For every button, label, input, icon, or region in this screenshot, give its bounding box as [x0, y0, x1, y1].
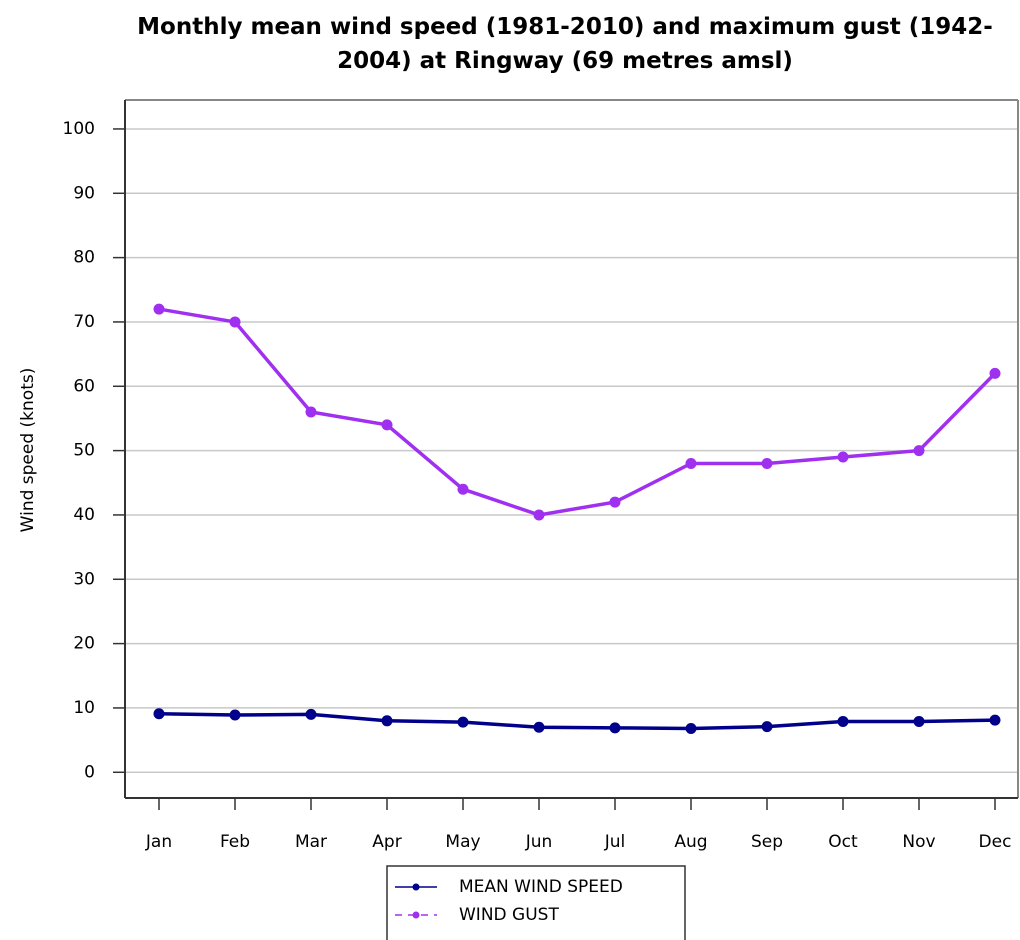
y-tick-label: 50: [73, 441, 95, 461]
legend-label: MEAN WIND SPEED: [459, 877, 623, 897]
y-tick-label: 100: [63, 119, 95, 139]
y-tick-label: 80: [73, 248, 95, 268]
data-point: [685, 723, 697, 735]
y-tick-label: 0: [84, 762, 95, 782]
x-tick-label: Apr: [372, 832, 401, 852]
y-tick-label: 20: [73, 634, 95, 654]
series-line: [158, 711, 996, 731]
data-point: [761, 721, 773, 733]
x-tick-label: Sep: [751, 832, 783, 852]
data-point: [305, 708, 317, 720]
data-point: [989, 714, 1001, 726]
y-tick-label: 10: [73, 698, 95, 718]
data-point: [761, 457, 773, 469]
chart-title: Monthly mean wind speed (1981-2010) and …: [137, 14, 993, 74]
y-axis-label: Wind speed (knots): [18, 368, 38, 533]
series-line: [158, 307, 997, 517]
legend-marker: [412, 911, 420, 919]
y-tick-label: 90: [73, 183, 95, 203]
legend-marker: [412, 883, 420, 891]
y-tick-label: 60: [73, 376, 95, 396]
x-tick-label: Feb: [220, 832, 250, 852]
data-point: [533, 509, 545, 521]
data-point: [153, 303, 165, 315]
y-tick-label: 70: [73, 312, 95, 332]
data-point: [989, 367, 1001, 379]
data-point: [153, 708, 165, 720]
x-tick-label: May: [445, 832, 480, 852]
data-point: [533, 721, 545, 733]
data-point: [913, 445, 925, 457]
data-point: [229, 709, 241, 721]
data-point: [837, 451, 849, 463]
data-point: [837, 715, 849, 727]
data-point: [457, 483, 469, 495]
x-tick-label: Mar: [295, 832, 327, 852]
data-point: [381, 715, 393, 727]
y-tick-label: 30: [73, 569, 95, 589]
legend-box: [386, 865, 686, 940]
data-point: [685, 457, 697, 469]
x-tick-label: Jun: [525, 832, 553, 852]
legend-label: WIND GUST: [459, 905, 559, 925]
data-point: [457, 716, 469, 728]
data-point: [913, 715, 925, 727]
data-point: [229, 316, 241, 328]
x-tick-label: Jan: [145, 832, 172, 852]
x-tick-label: Nov: [902, 832, 935, 852]
x-tick-label: Aug: [674, 832, 707, 852]
data-point: [305, 406, 317, 418]
data-point: [381, 419, 393, 431]
data-point: [609, 496, 621, 508]
data-point: [609, 722, 621, 734]
x-tick-label: Oct: [828, 832, 858, 852]
x-tick-label: Jul: [604, 832, 626, 852]
y-tick-label: 40: [73, 505, 95, 525]
x-tick-label: Dec: [979, 832, 1012, 852]
